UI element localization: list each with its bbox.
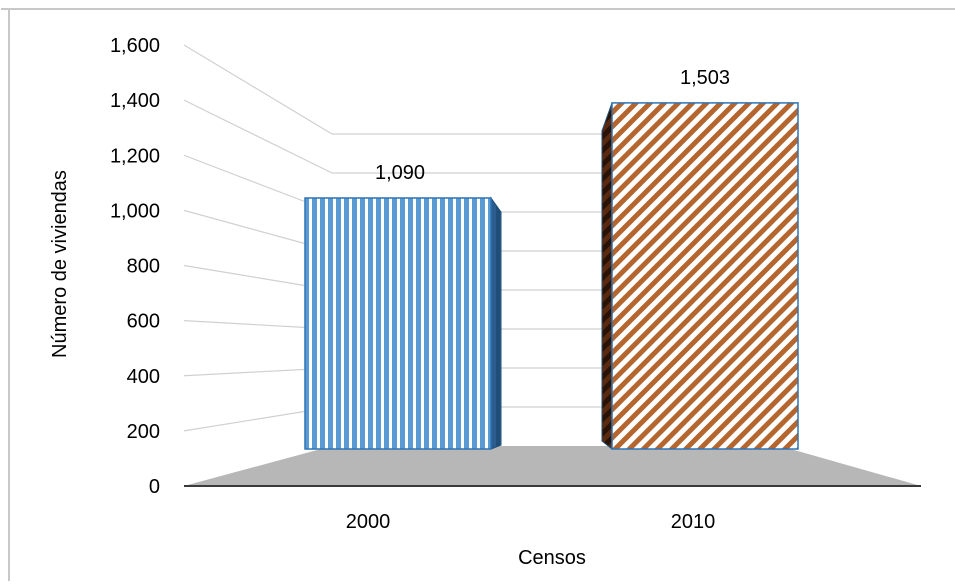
y-tick-label: 400 xyxy=(127,366,160,388)
bar-side-2000 xyxy=(490,196,502,450)
y-tick-label: 200 xyxy=(127,421,160,443)
bars-layer xyxy=(304,102,799,451)
y-tick-label: 1,000 xyxy=(110,200,160,222)
y-tick-label: 800 xyxy=(127,256,160,278)
bar-front-2000 xyxy=(304,197,492,450)
data-label-2010: 1,503 xyxy=(680,67,730,89)
bar-front-2010 xyxy=(611,102,799,450)
chart-floor xyxy=(184,446,921,486)
bar-2000 xyxy=(304,196,502,450)
data-label-2000: 1,090 xyxy=(375,162,425,184)
y-tick-label: 1,200 xyxy=(110,145,160,167)
y-tick-label: 1,600 xyxy=(110,35,160,57)
bar-2010 xyxy=(601,102,799,451)
labels-layer: 0 200 400 600 800 1,000 1,200 1,400 1,600 1,090 20… xyxy=(110,35,730,533)
chart-floor-layer xyxy=(184,446,921,487)
y-axis-title: Número de viviendas xyxy=(49,170,71,358)
bar-side-2010 xyxy=(601,102,613,451)
x-tick-label-2000: 2000 xyxy=(346,511,391,533)
gridline xyxy=(183,44,333,135)
x-tick-label-2010: 2010 xyxy=(671,511,716,533)
x-axis-title: Censos xyxy=(518,547,586,569)
y-tick-label: 600 xyxy=(127,311,160,333)
gridline xyxy=(183,99,333,174)
y-tick-label: 1,400 xyxy=(110,90,160,112)
y-tick-label: 0 xyxy=(149,476,160,498)
